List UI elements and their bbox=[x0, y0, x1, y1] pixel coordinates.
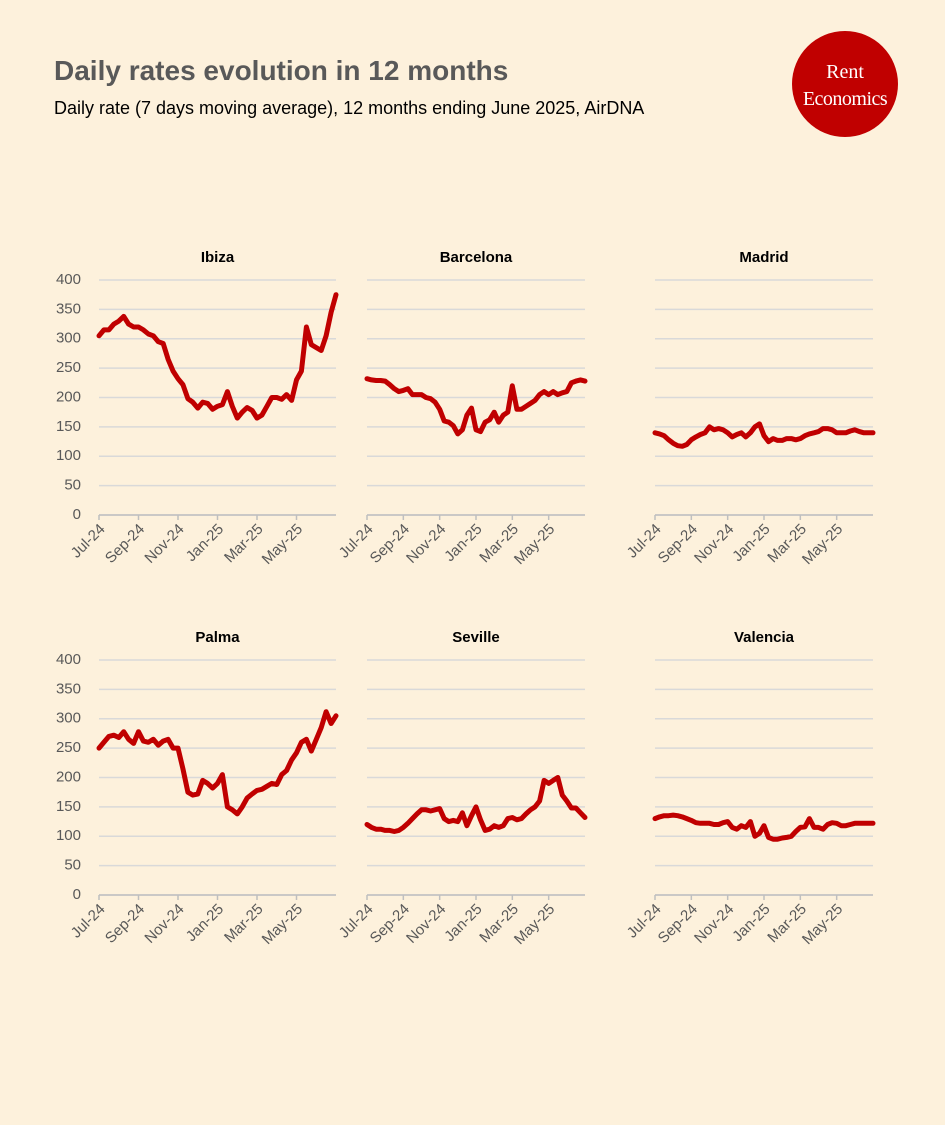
y-tick-label: 0 bbox=[73, 506, 81, 523]
logo-text: Economics bbox=[803, 88, 888, 110]
data-line bbox=[652, 812, 876, 842]
y-tick-label: 150 bbox=[56, 418, 81, 435]
data-line bbox=[652, 421, 876, 449]
panel-title: Madrid bbox=[739, 249, 788, 266]
y-tick-label: 0 bbox=[73, 886, 81, 903]
panel-title: Seville bbox=[452, 629, 500, 646]
data-line bbox=[96, 292, 339, 421]
data-line bbox=[364, 775, 588, 834]
panel-title: Barcelona bbox=[440, 249, 513, 266]
data-line bbox=[364, 376, 588, 437]
panel-title: Ibiza bbox=[201, 249, 235, 266]
y-tick-label: 200 bbox=[56, 768, 81, 785]
chart-title: Daily rates evolution in 12 months bbox=[54, 55, 508, 86]
y-tick-label: 100 bbox=[56, 827, 81, 844]
y-tick-label: 50 bbox=[64, 857, 81, 874]
data-line bbox=[96, 709, 339, 817]
panel-title: Valencia bbox=[734, 629, 795, 646]
y-tick-label: 150 bbox=[56, 798, 81, 815]
y-tick-label: 50 bbox=[64, 477, 81, 494]
y-tick-label: 400 bbox=[56, 271, 81, 288]
y-tick-label: 300 bbox=[56, 710, 81, 727]
y-tick-label: 250 bbox=[56, 739, 81, 756]
logo bbox=[792, 31, 898, 137]
y-tick-label: 250 bbox=[56, 359, 81, 376]
y-tick-label: 200 bbox=[56, 388, 81, 405]
y-tick-label: 350 bbox=[56, 300, 81, 317]
panel-title: Palma bbox=[195, 629, 240, 646]
y-tick-label: 100 bbox=[56, 447, 81, 464]
chart-subtitle: Daily rate (7 days moving average), 12 m… bbox=[54, 98, 644, 118]
logo-text: Rent bbox=[826, 61, 864, 83]
y-tick-label: 300 bbox=[56, 330, 81, 347]
y-tick-label: 400 bbox=[56, 651, 81, 668]
y-tick-label: 350 bbox=[56, 680, 81, 697]
